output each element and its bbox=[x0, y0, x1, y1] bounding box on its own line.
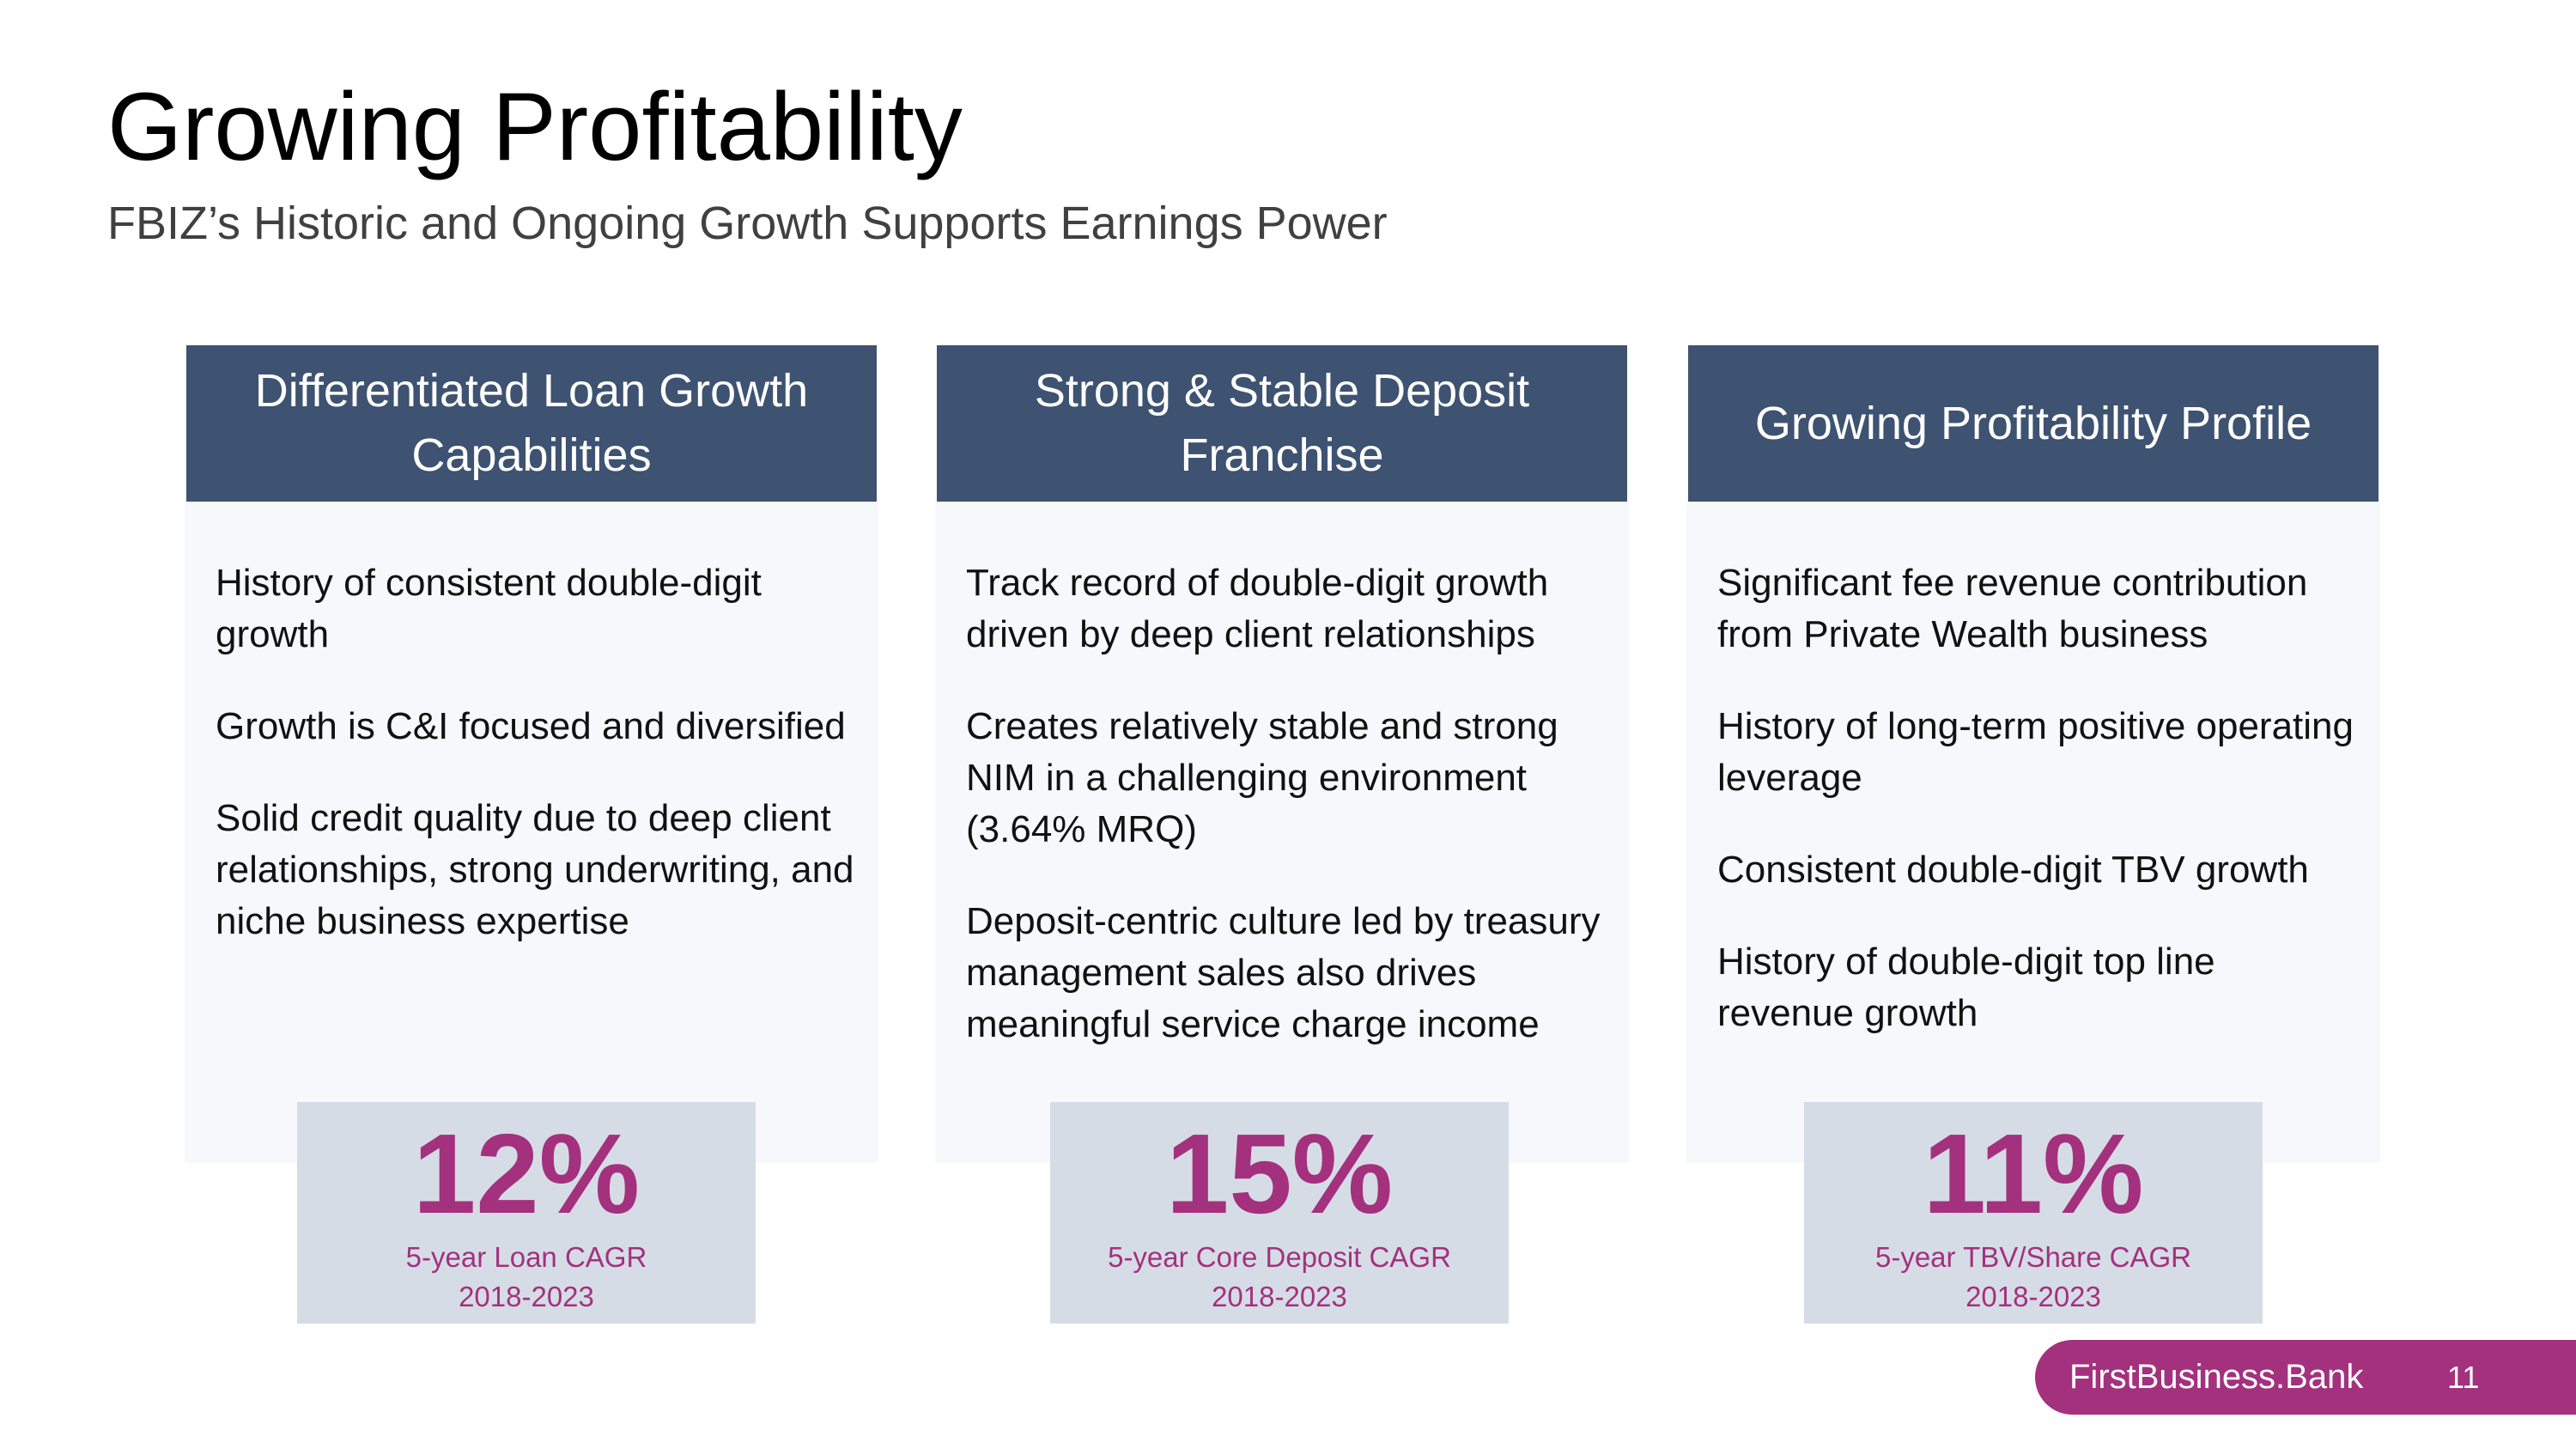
column-profitability-profile: Significant fee revenue contribution fro… bbox=[1686, 345, 2380, 1163]
page-number: 11 bbox=[2447, 1360, 2480, 1395]
column-loan-growth: History of consistent double-digit growt… bbox=[185, 345, 878, 1163]
stat-period: 2018-2023 bbox=[1212, 1281, 1347, 1312]
stat-label: 5-year TBV/Share CAGR bbox=[1874, 1241, 2192, 1273]
bullet-list: Significant fee revenue contribution fro… bbox=[1717, 557, 2361, 1080]
bullet-item: Creates relatively stable and strong NIM… bbox=[966, 705, 1558, 850]
stat-period: 2018-2023 bbox=[459, 1281, 594, 1312]
stat-period: 2018-2023 bbox=[1965, 1281, 2101, 1312]
bullet-item: Consistent double-digit TBV growth bbox=[1717, 849, 2309, 891]
bullet-item: Significant fee revenue contribution fro… bbox=[1717, 562, 2308, 655]
stat-value: 12% bbox=[412, 1111, 641, 1237]
brand-logo-text: FirstBusiness.Bank bbox=[2069, 1358, 2364, 1396]
bullet-item: History of long-term positive operating … bbox=[1717, 705, 2354, 799]
bullet-item: Solid credit quality due to deep client … bbox=[216, 797, 854, 942]
column-header: Strong & Stable Deposit Franchise bbox=[937, 345, 1627, 502]
stat-box-loan-cagr: 12% 5-year Loan CAGR 2018-2023 bbox=[297, 1102, 756, 1324]
column-body: History of consistent double-digit growt… bbox=[185, 502, 878, 1163]
slide-subtitle: FBIZ’s Historic and Ongoing Growth Suppo… bbox=[107, 198, 1388, 249]
stat-box-deposit-cagr: 15% 5-year Core Deposit CAGR 2018-2023 bbox=[1050, 1102, 1509, 1324]
bullet-list: History of consistent double-digit growt… bbox=[216, 557, 860, 988]
bullet-item: Track record of double-digit growth driv… bbox=[966, 562, 1549, 655]
stat-value: 15% bbox=[1165, 1111, 1394, 1237]
footer-bar: FirstBusiness.Bank 11 bbox=[2035, 1340, 2576, 1415]
stat-value: 11% bbox=[1923, 1111, 2144, 1237]
column-header: Growing Profitability Profile bbox=[1688, 345, 2379, 502]
column-header-text: Differentiated Loan Growth Capabilities bbox=[254, 365, 809, 481]
bullet-item: History of double-digit top line revenue… bbox=[1717, 941, 2215, 1034]
column-deposit-franchise: Track record of double-digit growth driv… bbox=[935, 345, 1629, 1163]
column-header-text: Strong & Stable Deposit Franchise bbox=[1034, 365, 1530, 481]
bullet-item: Growth is C&I focused and diversified bbox=[216, 705, 846, 747]
column-body: Track record of double-digit growth driv… bbox=[935, 502, 1629, 1163]
slide-title: Growing Profitability bbox=[107, 73, 963, 180]
bullet-item: Deposit-centric culture led by treasury … bbox=[966, 900, 1601, 1045]
column-header-text: Growing Profitability Profile bbox=[1754, 397, 2312, 449]
bullet-list: Track record of double-digit growth driv… bbox=[966, 557, 1610, 1091]
stat-label: 5-year Loan CAGR bbox=[405, 1241, 647, 1273]
column-header: Differentiated Loan Growth Capabilities bbox=[186, 345, 877, 502]
stat-label: 5-year Core Deposit CAGR bbox=[1108, 1241, 1451, 1273]
stat-box-tbv-cagr: 11% 5-year TBV/Share CAGR 2018-2023 bbox=[1804, 1102, 2263, 1324]
column-body: Significant fee revenue contribution fro… bbox=[1686, 502, 2380, 1163]
bullet-item: History of consistent double-digit growt… bbox=[216, 562, 762, 655]
